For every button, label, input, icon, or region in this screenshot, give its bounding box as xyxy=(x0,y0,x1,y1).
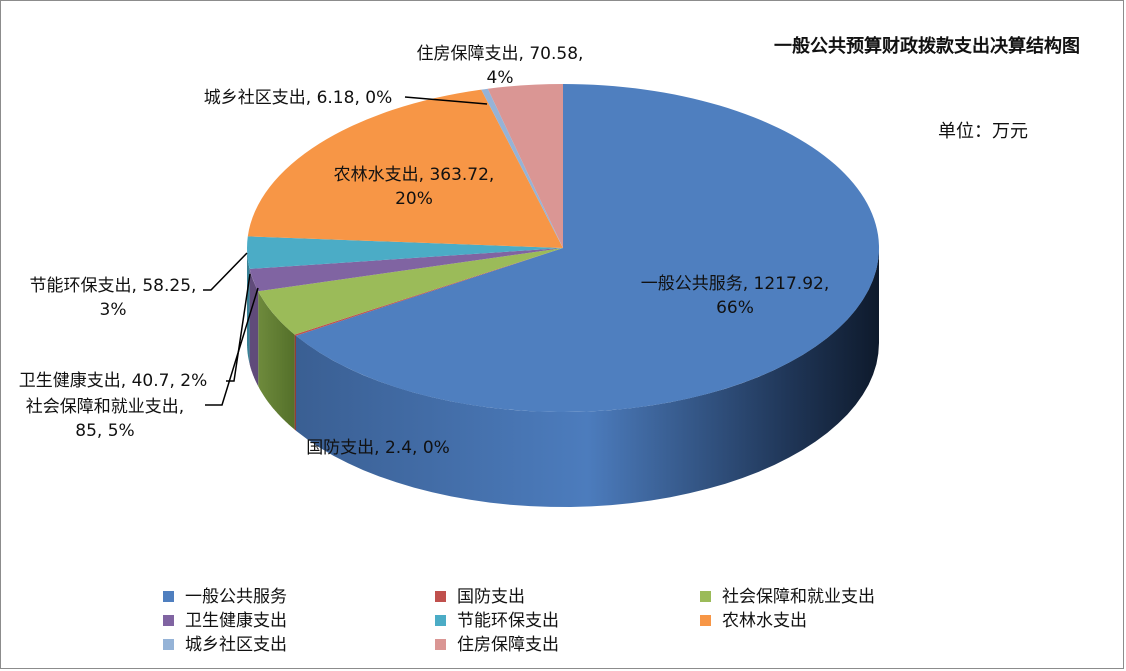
legend-label-3: 社会保障和就业支出 xyxy=(722,587,875,607)
slice-side-4 xyxy=(249,268,259,387)
data-label-2-line-1: 国防支出, 2.4, 0% xyxy=(306,438,450,458)
legend-swatch-2 xyxy=(435,591,446,602)
data-labels-group: 一般公共服务, 1217.92, 66% 国防支出, 2.4, 0% 社会保障和就业支… xyxy=(19,44,829,458)
pie-slices-group xyxy=(247,83,880,507)
slice-side-3 xyxy=(258,291,295,430)
legend-swatch-7 xyxy=(163,639,174,650)
slice-side-1 xyxy=(296,248,879,507)
chart-title: 一般公共预算财政拨款支出决算结构图 xyxy=(774,35,1080,57)
leader-line-4 xyxy=(205,287,259,406)
slice-7 xyxy=(481,88,563,248)
slice-3 xyxy=(258,248,563,335)
legend-swatch-5 xyxy=(435,615,446,626)
leader-line-2 xyxy=(203,252,248,291)
data-label-1-line-2: 66% xyxy=(716,298,754,318)
legend-label-4: 卫生健康支出 xyxy=(185,611,287,631)
leader-lines-group xyxy=(203,96,488,406)
legend-swatch-6 xyxy=(700,615,711,626)
data-label-8-line-1: 住房保障支出, 70.58, xyxy=(417,44,584,64)
slice-side-2 xyxy=(294,334,296,431)
data-label-6-line-2: 20% xyxy=(395,189,433,209)
data-label-3-line-1: 社会保障和就业支出, xyxy=(26,397,184,417)
slice-4 xyxy=(249,248,563,292)
legend-swatch-1 xyxy=(163,591,174,602)
leader-line-1 xyxy=(404,96,488,105)
data-label-5-line-1: 节能环保支出, 58.25, xyxy=(30,276,197,296)
data-label-7-line-1: 城乡社区支出, 6.18, 0% xyxy=(204,88,392,108)
legend-label-6: 农林水支出 xyxy=(722,611,807,631)
legend-label-5: 节能环保支出 xyxy=(457,611,559,631)
slice-5 xyxy=(247,236,563,269)
unit-label: 单位：万元 xyxy=(938,121,1028,142)
legend-swatch-8 xyxy=(435,639,446,650)
data-label-6-line-1: 农林水支出, 363.72, xyxy=(334,165,495,185)
legend-label-7: 城乡社区支出 xyxy=(185,635,287,655)
legend-swatch-4 xyxy=(163,615,174,626)
data-label-1-line-1: 一般公共服务, 1217.92, xyxy=(641,274,830,294)
legend-label-1: 一般公共服务 xyxy=(185,587,287,607)
legend-label-2: 国防支出 xyxy=(457,587,525,607)
legend-label-8: 住房保障支出 xyxy=(457,635,559,655)
data-label-3-line-2: 85, 5% xyxy=(75,421,134,441)
legend-swatch-3 xyxy=(700,591,711,602)
data-label-4-line-1: 卫生健康支出, 40.7, 2% xyxy=(19,371,207,391)
slice-8 xyxy=(487,83,563,248)
slice-1 xyxy=(296,84,880,412)
slice-6 xyxy=(247,89,564,248)
data-label-5-line-2: 3% xyxy=(100,300,127,320)
slice-2 xyxy=(294,248,563,336)
data-label-8-line-2: 4% xyxy=(487,68,514,88)
